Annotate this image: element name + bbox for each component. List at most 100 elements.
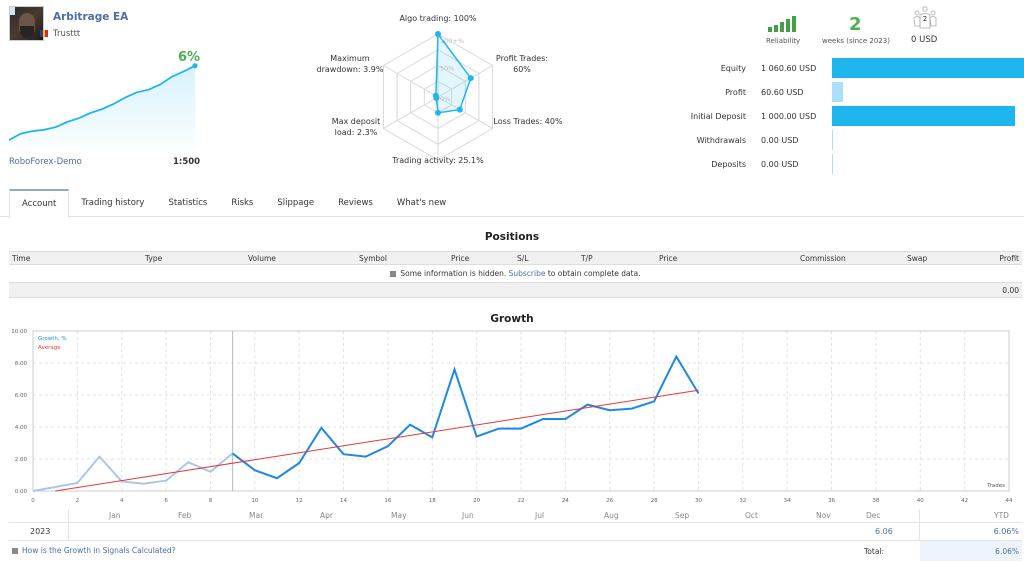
svg-text:24: 24 [562, 498, 569, 504]
financial-value: 1 060.60 USD [761, 63, 817, 73]
financial-row-initial-deposit: Initial Deposit 1 000.00 USD [680, 105, 1024, 127]
tab-reviews[interactable]: Reviews [338, 198, 373, 208]
col-sl: S/L [517, 254, 529, 263]
financial-label: Deposits [711, 159, 746, 169]
svg-text:36: 36 [828, 498, 835, 504]
financial-row-equity: Equity 1 060.60 USD [680, 57, 1024, 79]
svg-text:50%: 50% [440, 65, 454, 73]
month-sep: Sep [675, 511, 690, 520]
svg-text:6.00: 6.00 [15, 393, 28, 399]
svg-text:Trading activity: 25.1%: Trading activity: 25.1% [391, 156, 484, 165]
positions-title: Positions [484, 231, 540, 243]
reliability-icon [768, 16, 800, 32]
svg-text:0.00: 0.00 [15, 489, 28, 495]
financial-value: 0.00 USD [761, 159, 799, 169]
month-feb: Feb [178, 511, 192, 520]
svg-text:Max deposit: Max deposit [332, 117, 381, 126]
col-price: Price [451, 254, 470, 263]
svg-text:60%: 60% [513, 65, 531, 74]
svg-text:4: 4 [120, 498, 124, 504]
svg-text:38: 38 [872, 498, 879, 504]
svg-text:32: 32 [739, 498, 746, 504]
month-jan: Jan [109, 511, 121, 520]
svg-text:20: 20 [473, 498, 480, 504]
svg-text:drawdown: 3.9%: drawdown: 3.9% [317, 65, 384, 74]
mini-growth-chart [9, 63, 198, 148]
subscription-price: 0 USD [911, 35, 938, 45]
svg-text:10: 10 [251, 498, 258, 504]
financial-row-deposits: Deposits 0.00 USD [680, 153, 1024, 175]
tab-whats-new[interactable]: What's new [396, 198, 447, 208]
dec-value[interactable]: 6.06 [875, 527, 893, 536]
svg-text:Profit Trades:: Profit Trades: [496, 54, 548, 63]
month-apr: Apr [320, 511, 333, 520]
svg-text:2: 2 [76, 498, 80, 504]
ytd-value: 6.06% [993, 527, 1019, 536]
svg-text:2.00: 2.00 [15, 457, 28, 463]
month-jun: Jun [462, 511, 474, 520]
tab-slippage[interactable]: Slippage [277, 198, 315, 208]
financial-value: 60.60 USD [761, 87, 804, 97]
svg-text:2: 2 [923, 15, 927, 23]
col-symbol: Symbol [359, 254, 387, 263]
svg-text:10.00: 10.00 [11, 329, 27, 335]
info-icon [390, 271, 397, 277]
reliability-label: Reliability [766, 37, 801, 45]
positions-total: 0.00 [9, 282, 1022, 298]
signal-title[interactable]: Arbitrage EA [53, 11, 129, 23]
col-type: Type [145, 254, 163, 263]
svg-text:18: 18 [429, 498, 436, 504]
svg-text:42: 42 [961, 498, 968, 504]
tab-trading-history[interactable]: Trading history [81, 198, 145, 208]
year-row: 2023 6.06 6.06% [9, 523, 1022, 541]
financial-bar [832, 106, 1015, 126]
tab-risks[interactable]: Risks [231, 198, 254, 208]
tab-account[interactable]: Account [9, 189, 70, 218]
svg-text:4.00: 4.00 [15, 425, 28, 431]
growth-title: Growth [490, 313, 534, 325]
total-label: Total: [864, 547, 885, 556]
svg-text:Loss Trades: 40%: Loss Trades: 40% [493, 117, 563, 126]
col-time: Time [12, 254, 31, 263]
svg-text:40: 40 [917, 498, 924, 504]
financial-label: Profit [725, 87, 746, 97]
country-flag-icon [40, 30, 49, 37]
financial-value: 0.00 USD [761, 135, 799, 145]
info-icon [12, 548, 18, 554]
risk-radar-chart: 100+% 50% 0% Algo trading: 100% Profit Trade… [317, 14, 563, 165]
leverage: 1:500 [173, 157, 201, 167]
svg-text:Average: Average [38, 345, 61, 351]
svg-text:12: 12 [296, 498, 303, 504]
col-swap: Swap [907, 254, 928, 263]
svg-text:100+%: 100+% [440, 37, 464, 45]
author-name[interactable]: Trusttt [53, 29, 81, 39]
avatar[interactable] [9, 6, 44, 41]
month-nov: Nov [816, 511, 831, 520]
subscribe-link[interactable]: Subscribe [508, 269, 546, 278]
growth-percent: 6% [178, 50, 201, 65]
financial-row-profit: Profit 60.60 USD [680, 81, 1024, 103]
svg-text:load: 2.3%: load: 2.3% [335, 128, 378, 137]
svg-text:44: 44 [1006, 498, 1013, 504]
svg-text:14: 14 [340, 498, 347, 504]
svg-text:Algo trading: 100%: Algo trading: 100% [399, 14, 476, 23]
financial-bar [832, 130, 833, 150]
month-jul: Jul [535, 511, 545, 520]
svg-text:Maximum: Maximum [330, 54, 370, 63]
hidden-info-message: Some information is hidden. Subscribe to… [9, 265, 1022, 282]
year-label: 2023 [30, 527, 51, 536]
col-price-current: Price [659, 254, 678, 263]
broker-link[interactable]: RoboForex-Demo [9, 157, 82, 167]
financial-bar [832, 58, 1024, 78]
positions-header-row: Time Type Volume Symbol Price S/L T/P Pr… [9, 251, 1022, 265]
financial-bar [832, 154, 833, 174]
svg-text:22: 22 [518, 498, 525, 504]
growth-calculation-help-link[interactable]: How is the Growth in Signals Calculated? [12, 546, 176, 555]
weeks-value: 2 [849, 14, 862, 35]
tab-statistics[interactable]: Statistics [168, 198, 208, 208]
svg-text:6: 6 [164, 498, 168, 504]
financial-row-withdrawals: Withdrawals 0.00 USD [680, 129, 1024, 151]
svg-text:8: 8 [209, 498, 213, 504]
financial-label: Initial Deposit [690, 111, 746, 121]
financial-label: Withdrawals [696, 135, 746, 145]
